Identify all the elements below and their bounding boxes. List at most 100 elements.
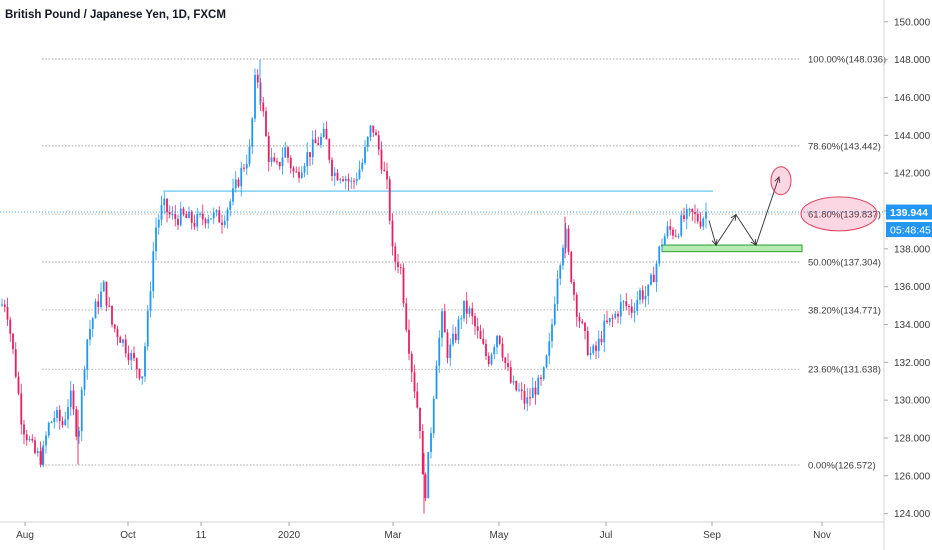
fib-label: 23.60%(131.638): [808, 365, 881, 376]
candle-body: [309, 152, 311, 158]
candle-body: [658, 246, 661, 264]
fibonacci-retracement: 100.00%(148.036) 78.60%(143.442) 61.80%(13…: [42, 55, 886, 472]
candle-body: [531, 387, 534, 399]
candle-body: [177, 218, 179, 226]
candle-body: [512, 381, 515, 383]
candle-body: [91, 318, 94, 330]
candle-body: [699, 221, 702, 227]
fib-label: 61.80%(139.837): [808, 210, 881, 221]
candle-body: [364, 147, 366, 163]
candle-body: [146, 310, 149, 347]
target-circle: [770, 166, 792, 196]
candle-body: [80, 389, 83, 432]
candle-body: [383, 169, 386, 171]
candle-body: [97, 301, 100, 308]
fib-label: 100.00%(148.036): [808, 55, 886, 66]
candle-body: [292, 168, 295, 172]
candle-body: [100, 291, 102, 308]
projection-drawing: [708, 166, 878, 247]
candle-body: [394, 246, 397, 263]
time-tick-label: 2020: [278, 530, 301, 541]
time-tick-label: Aug: [16, 530, 34, 541]
candle-body: [248, 146, 251, 164]
candle-body: [303, 165, 306, 173]
candle-body: [441, 311, 443, 338]
candle-body: [567, 228, 570, 252]
candle-body: [273, 157, 276, 162]
candle-body: [243, 167, 245, 169]
price-tick-label: 134.000: [894, 320, 931, 331]
candle-body: [12, 333, 14, 350]
candle-body: [86, 339, 89, 370]
candle-body: [144, 346, 146, 377]
fib-618-circle: [800, 196, 878, 232]
candle-body: [64, 419, 67, 425]
price-tick-label: 128.000: [894, 433, 931, 444]
candle-body: [479, 330, 482, 339]
candle-body: [185, 214, 188, 219]
price-tick-label: 138.000: [894, 244, 931, 255]
candle-body: [270, 157, 273, 162]
candle-body: [529, 397, 531, 399]
candle-body: [295, 171, 298, 173]
price-tick-label: 150.000: [894, 17, 931, 28]
last-price-tag: [886, 204, 932, 220]
candle-body: [622, 301, 625, 303]
candle-body: [78, 431, 80, 437]
fib-label: 0.00%(126.572): [808, 461, 876, 472]
candle-body: [240, 167, 243, 187]
candle-body: [1, 304, 3, 306]
candle-body: [6, 306, 9, 320]
candle-body: [42, 445, 45, 465]
candle-body: [251, 118, 254, 147]
candle-body: [278, 162, 281, 167]
candle-body: [402, 267, 405, 304]
candle-body: [31, 438, 34, 441]
candle-body: [526, 397, 529, 404]
candle-body: [375, 132, 377, 136]
candle-body: [265, 111, 267, 136]
fib-label: 78.60%(143.442): [808, 141, 881, 152]
candle-body: [314, 139, 317, 144]
candle-body: [47, 422, 50, 436]
candle-body: [89, 329, 91, 340]
candle-body: [190, 211, 193, 223]
candle-body: [600, 338, 603, 343]
candle-body: [636, 299, 639, 311]
candle-body: [639, 290, 641, 300]
candle-body: [39, 451, 42, 465]
candle-body: [581, 321, 584, 323]
candle-body: [325, 128, 328, 140]
candle-body: [652, 274, 655, 283]
candle-body: [633, 310, 636, 313]
candle-body: [28, 438, 31, 441]
candle-body: [369, 125, 372, 137]
candle-body: [507, 363, 509, 368]
candle-body: [36, 451, 39, 454]
candle-body: [449, 344, 452, 359]
candle-body: [661, 244, 663, 247]
candle-body: [595, 345, 597, 351]
candle-body: [515, 381, 518, 391]
candle-body: [232, 188, 234, 202]
candle-body: [281, 157, 284, 167]
candle-body: [130, 353, 133, 361]
price-tick-label: 136.000: [894, 282, 931, 293]
candle-body: [578, 316, 581, 322]
candle-body: [284, 147, 287, 158]
candle-body: [487, 356, 490, 365]
candle-body: [408, 329, 410, 354]
candle-body: [490, 354, 493, 365]
candle-body: [520, 389, 523, 391]
time-tick-label: 11: [196, 530, 207, 541]
candle-body: [386, 170, 388, 180]
candle-body: [237, 179, 240, 187]
candle-body: [53, 417, 56, 422]
candle-body: [204, 219, 207, 224]
candle-body: [498, 335, 501, 344]
candle-body: [339, 179, 342, 181]
candle-body: [289, 157, 292, 169]
candle-body: [419, 407, 421, 431]
candle-body: [69, 390, 72, 408]
